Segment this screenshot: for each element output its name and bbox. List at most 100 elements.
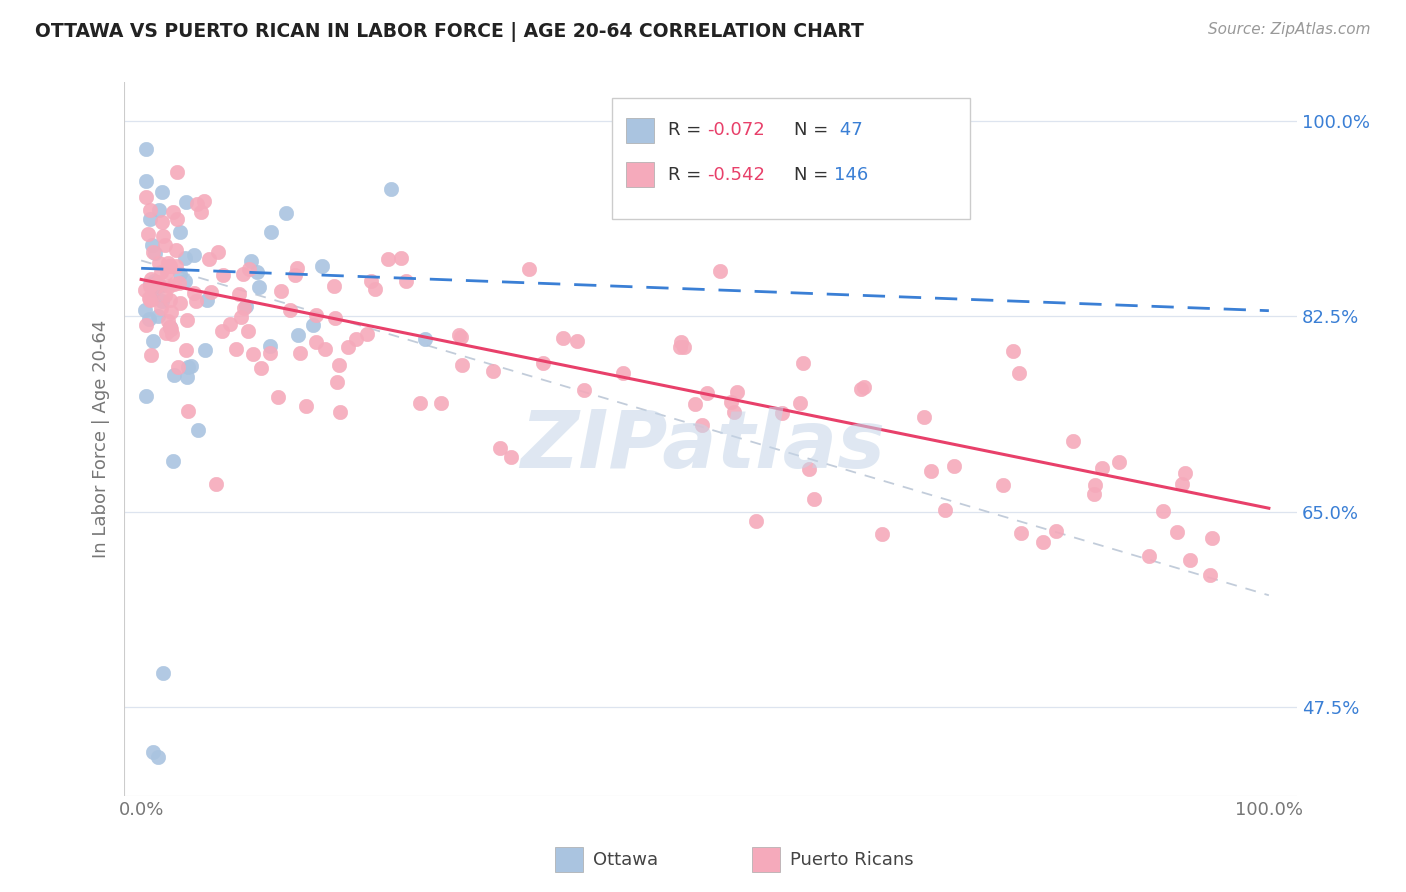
Point (142, 334, 165, 349)
Point (451, 358, 474, 372)
Point (870, 527, 893, 541)
Point (134, 302, 156, 317)
Point (690, 417, 713, 432)
Point (745, 515, 768, 529)
Point (153, 238, 176, 252)
Point (725, 385, 748, 400)
Point (278, 303, 301, 318)
Point (921, 464, 943, 478)
Point (772, 405, 794, 419)
Point (211, 324, 233, 338)
Point (159, 259, 181, 273)
Point (169, 267, 191, 281)
Point (723, 405, 745, 419)
Text: -0.542: -0.542 (707, 166, 765, 184)
Point (612, 366, 634, 380)
Point (150, 294, 173, 309)
Point (149, 301, 172, 316)
Point (149, 279, 172, 293)
Point (152, 229, 174, 244)
Point (177, 403, 200, 417)
Point (143, 283, 166, 297)
Point (134, 283, 156, 297)
Point (153, 287, 176, 301)
Point (160, 326, 183, 341)
Point (150, 215, 173, 229)
Point (363, 282, 385, 296)
Point (943, 458, 966, 473)
Point (176, 370, 198, 384)
Point (270, 285, 292, 299)
Point (1180, 552, 1202, 566)
Point (240, 253, 263, 268)
Point (1045, 524, 1067, 538)
Point (450, 330, 472, 344)
Point (162, 454, 184, 468)
Point (148, 255, 170, 269)
Point (197, 252, 219, 266)
Point (142, 745, 165, 759)
Point (305, 309, 328, 323)
Point (207, 245, 229, 260)
Point (194, 343, 217, 357)
Point (146, 279, 169, 293)
Point (389, 251, 412, 265)
Point (1170, 477, 1192, 491)
Point (683, 397, 706, 411)
Point (186, 423, 208, 437)
Point (152, 666, 174, 681)
Point (720, 395, 742, 409)
Point (228, 287, 250, 301)
Point (792, 356, 814, 370)
Text: OTTAWA VS PUERTO RICAN IN LABOR FORCE | AGE 20-64 CORRELATION CHART: OTTAWA VS PUERTO RICAN IN LABOR FORCE | … (35, 22, 865, 42)
Point (669, 334, 692, 349)
Point (165, 259, 187, 273)
Point (551, 331, 574, 345)
Point (1199, 568, 1222, 582)
Point (1166, 524, 1188, 539)
Point (314, 342, 336, 356)
Point (499, 450, 522, 464)
Point (709, 264, 731, 278)
Point (284, 268, 307, 282)
Point (337, 340, 360, 354)
Point (186, 197, 208, 211)
Point (489, 442, 512, 456)
Point (565, 334, 588, 348)
Point (669, 340, 692, 354)
Point (1010, 525, 1032, 540)
Point (305, 334, 328, 349)
Point (409, 396, 432, 410)
Point (142, 244, 165, 259)
Point (135, 389, 157, 403)
Text: Puerto Ricans: Puerto Ricans (790, 851, 914, 869)
Point (177, 360, 200, 375)
Point (232, 301, 254, 315)
Text: -0.072: -0.072 (707, 121, 765, 139)
Point (146, 309, 169, 323)
Text: Ottawa: Ottawa (593, 851, 658, 869)
Point (138, 311, 160, 326)
Point (166, 211, 188, 226)
Point (157, 255, 180, 269)
Text: R =: R = (668, 121, 707, 139)
Point (1084, 477, 1107, 491)
Point (260, 225, 283, 239)
Point (322, 278, 344, 293)
Point (138, 278, 160, 293)
Point (326, 376, 349, 390)
Point (156, 313, 179, 327)
Y-axis label: In Labor Force | Age 20-64: In Labor Force | Age 20-64 (93, 320, 110, 558)
Point (229, 310, 252, 324)
Point (135, 174, 157, 188)
Point (169, 296, 191, 310)
Point (156, 265, 179, 279)
Point (449, 328, 471, 343)
Point (1174, 466, 1197, 480)
Text: R =: R = (668, 166, 707, 184)
Point (259, 346, 281, 360)
Point (135, 142, 157, 156)
Point (356, 327, 378, 342)
Point (195, 293, 218, 307)
Point (377, 252, 399, 266)
